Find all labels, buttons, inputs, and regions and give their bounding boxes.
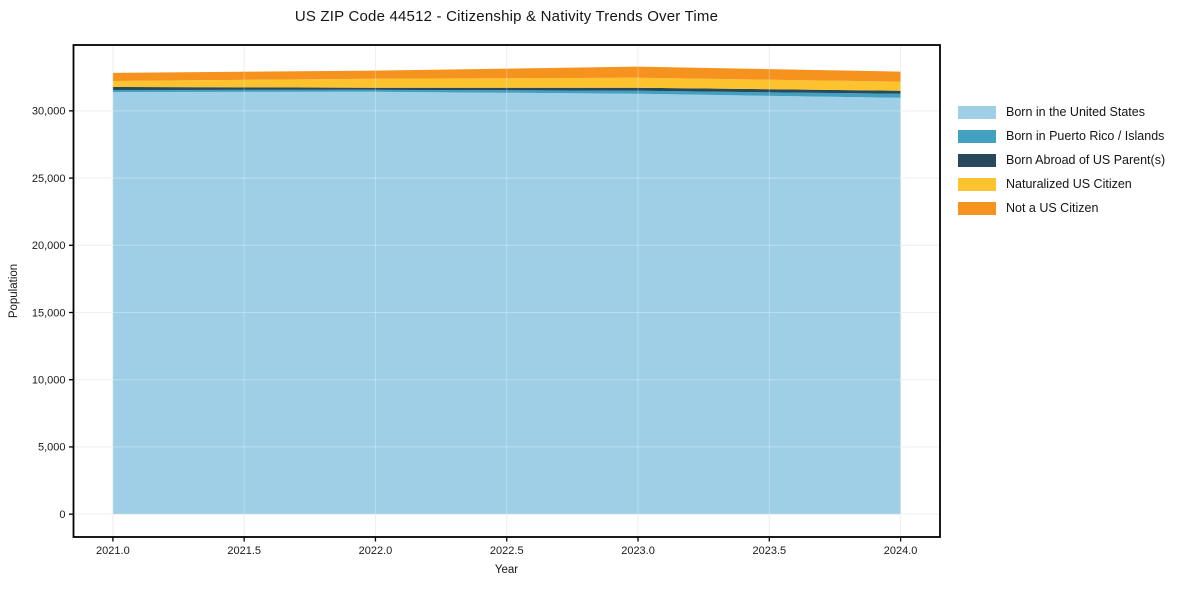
- x-tick-label: 2023.0: [621, 545, 655, 557]
- x-tick-label: 2021.0: [96, 545, 130, 557]
- y-tick-label: 0: [59, 509, 65, 521]
- y-tick-label: 30,000: [32, 106, 66, 118]
- x-axis-label: Year: [494, 564, 519, 576]
- y-tick-label: 15,000: [32, 307, 66, 319]
- legend-item: Born in the United States: [958, 100, 1165, 124]
- y-tick-label: 25,000: [32, 173, 66, 185]
- area-series-4: [112, 66, 901, 82]
- x-tick-label: 2024.0: [884, 545, 918, 557]
- legend: Born in the United States Born in Puerto…: [958, 100, 1165, 220]
- legend-item: Naturalized US Citizen: [958, 172, 1165, 196]
- y-tick-label: 20,000: [32, 240, 66, 252]
- legend-item: Not a US Citizen: [958, 196, 1165, 220]
- legend-swatch-icon: [958, 153, 996, 167]
- legend-label: Naturalized US Citizen: [1006, 177, 1132, 191]
- x-tick-label: 2023.5: [752, 545, 786, 557]
- area-series-3: [112, 77, 901, 91]
- legend-swatch-icon: [958, 177, 996, 191]
- x-tick-label: 2022.0: [359, 545, 393, 557]
- y-tick-label: 10,000: [32, 375, 66, 387]
- legend-label: Born Abroad of US Parent(s): [1006, 153, 1166, 167]
- legend-swatch-icon: [958, 201, 996, 215]
- area-series-0: [112, 91, 901, 515]
- y-tick-label: 5,000: [38, 442, 66, 454]
- legend-label: Not a US Citizen: [1006, 201, 1099, 215]
- area-series-2: [112, 87, 901, 94]
- legend-item: Born in Puerto Rico / Islands: [958, 124, 1165, 148]
- y-axis-label: Population: [8, 263, 20, 319]
- x-tick-label: 2021.5: [227, 545, 261, 557]
- area-series-1: [112, 89, 901, 98]
- legend-item: Born Abroad of US Parent(s): [958, 148, 1165, 172]
- legend-swatch-icon: [958, 129, 996, 143]
- legend-label: Born in the United States: [1006, 105, 1145, 119]
- legend-label: Born in Puerto Rico / Islands: [1006, 129, 1165, 143]
- x-tick-label: 2022.5: [490, 545, 524, 557]
- chart-title: US ZIP Code 44512 - Citizenship & Nativi…: [294, 8, 719, 25]
- legend-swatch-icon: [958, 105, 996, 119]
